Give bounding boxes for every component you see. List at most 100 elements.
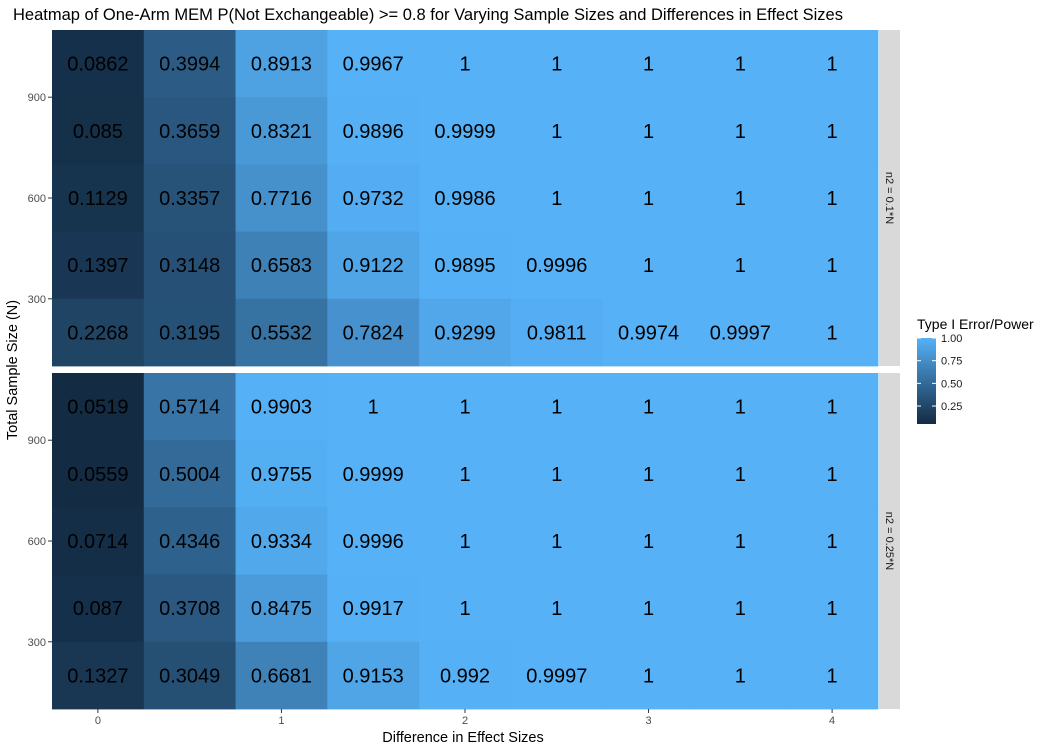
tile-value-label: 0.1397 bbox=[67, 255, 128, 277]
tile-value-label: 1 bbox=[643, 255, 654, 277]
tile-value-label: 0.9997 bbox=[710, 322, 771, 344]
tile-value-label: 0.9153 bbox=[343, 665, 404, 687]
tile-value-label: 1 bbox=[459, 464, 470, 486]
tile-value-label: 0.1327 bbox=[67, 665, 128, 687]
heatmap-tile bbox=[602, 373, 695, 441]
tile-value-label: 1 bbox=[643, 464, 654, 486]
heatmap-tile bbox=[510, 507, 604, 575]
heatmap-tile bbox=[235, 164, 328, 232]
heatmap-tile bbox=[52, 164, 145, 232]
heatmap-tile bbox=[419, 298, 512, 367]
heatmap-tile bbox=[694, 164, 787, 232]
tile-value-label: 0.0559 bbox=[67, 464, 128, 486]
tile-value-label: 0.3659 bbox=[159, 121, 220, 143]
tile-value-label: 1 bbox=[735, 665, 746, 687]
tile-value-label: 0.7716 bbox=[251, 188, 312, 210]
heatmap-tile bbox=[694, 298, 787, 367]
heatmap-tile bbox=[510, 97, 604, 165]
heatmap-tile bbox=[694, 97, 787, 165]
tile-value-label: 1 bbox=[827, 665, 838, 687]
heatmap-tile bbox=[510, 440, 604, 508]
heatmap-tile bbox=[143, 641, 236, 710]
heatmap-tile bbox=[602, 30, 695, 98]
heatmap-tile bbox=[52, 231, 145, 300]
heatmap-tile bbox=[143, 507, 236, 575]
heatmap-tile bbox=[694, 574, 787, 643]
heatmap-tile bbox=[419, 507, 512, 575]
heatmap-tile bbox=[510, 164, 604, 232]
heatmap-tile bbox=[143, 373, 236, 441]
tile-value-label: 0.8913 bbox=[251, 54, 312, 76]
tile-value-label: 1 bbox=[643, 397, 654, 419]
panel-1: 0.0862 0.3994 0.8913 0.9967 1 1 1 1 1 0.085 0.3659… bbox=[28, 30, 900, 367]
heatmap-tile bbox=[602, 97, 695, 165]
tile-value-label: 0.9986 bbox=[434, 188, 495, 210]
heatmap-tile bbox=[143, 30, 236, 98]
tile-value-label: 0.4346 bbox=[159, 531, 220, 553]
heatmap-tile bbox=[786, 440, 879, 508]
legend-tick-label: 1.00 bbox=[941, 333, 962, 345]
tile-value-label: 1 bbox=[827, 464, 838, 486]
tile-value-label: 1 bbox=[827, 188, 838, 210]
tile-value-label: 0.9997 bbox=[526, 665, 587, 687]
heatmap-tile bbox=[419, 97, 512, 165]
tile-value-label: 1 bbox=[827, 598, 838, 620]
heatmap-tile bbox=[235, 574, 328, 643]
tile-value-label: 1 bbox=[643, 665, 654, 687]
heatmap-tile bbox=[510, 231, 604, 300]
tile-value-label: 1 bbox=[827, 54, 838, 76]
tile-value-label: 0.9999 bbox=[434, 121, 495, 143]
tile-value-label: 0.9967 bbox=[343, 54, 404, 76]
tile-value-label: 0.2268 bbox=[67, 322, 128, 344]
tile-value-label: 1 bbox=[551, 121, 562, 143]
legend-title: Type I Error/Power bbox=[917, 316, 1034, 332]
x-tick-label: 3 bbox=[645, 715, 651, 727]
facet-strip-label: n2 = 0.25*N bbox=[883, 512, 895, 570]
tile-value-label: 0.085 bbox=[73, 121, 123, 143]
tile-value-label: 0.5004 bbox=[159, 464, 220, 486]
heatmap-tile bbox=[143, 440, 236, 508]
heatmap-tile bbox=[694, 440, 787, 508]
tile-value-label: 0.9811 bbox=[527, 322, 587, 344]
legend: Type I Error/Power 0.25 0.50 0.75 1.00 bbox=[917, 316, 1034, 424]
heatmap-tile bbox=[786, 164, 879, 232]
tile-value-label: 1 bbox=[551, 397, 562, 419]
heatmap-tile bbox=[510, 574, 604, 643]
tile-value-label: 0.5714 bbox=[159, 397, 220, 419]
heatmap-tile bbox=[327, 574, 420, 643]
x-tick-label: 1 bbox=[278, 715, 284, 727]
tile-value-label: 0.8321 bbox=[251, 121, 312, 143]
y-tick-label: 900 bbox=[28, 92, 46, 104]
heatmap-tile bbox=[52, 298, 145, 367]
y-tick-label: 600 bbox=[28, 536, 46, 548]
tile-value-label: 1 bbox=[551, 598, 562, 620]
tile-value-label: 0.9732 bbox=[343, 188, 404, 210]
heatmap-tile bbox=[235, 298, 328, 367]
heatmap-tile bbox=[235, 507, 328, 575]
heatmap-tile bbox=[235, 440, 328, 508]
tile-value-label: 0.5532 bbox=[251, 322, 312, 344]
tile-value-label: 0.0519 bbox=[67, 397, 128, 419]
heatmap-tile bbox=[419, 231, 512, 300]
x-tick-label: 2 bbox=[462, 715, 468, 727]
y-tick-label: 300 bbox=[28, 294, 46, 306]
heatmap-tile bbox=[602, 164, 695, 232]
tile-value-label: 0.9895 bbox=[434, 255, 495, 277]
facet-strip bbox=[879, 373, 900, 709]
heatmap-tile bbox=[235, 30, 328, 98]
y-tick-label: 600 bbox=[28, 193, 46, 205]
x-axis-title: Difference in Effect Sizes bbox=[382, 730, 543, 746]
chart-title: Heatmap of One-Arm MEM P(Not Exchangeabl… bbox=[13, 6, 843, 24]
heatmap-tile bbox=[52, 373, 145, 441]
heatmap-tile bbox=[52, 97, 145, 165]
heatmap-tile bbox=[510, 298, 604, 367]
tile-value-label: 0.7824 bbox=[343, 322, 404, 344]
tile-value-label: 1 bbox=[551, 188, 562, 210]
heatmap-tile bbox=[143, 231, 236, 300]
tile-value-label: 0.3357 bbox=[159, 188, 220, 210]
heatmap-tile bbox=[327, 164, 420, 232]
legend-colorbar bbox=[917, 338, 936, 424]
heatmap-tile bbox=[419, 574, 512, 643]
heatmap-tile bbox=[52, 574, 145, 643]
